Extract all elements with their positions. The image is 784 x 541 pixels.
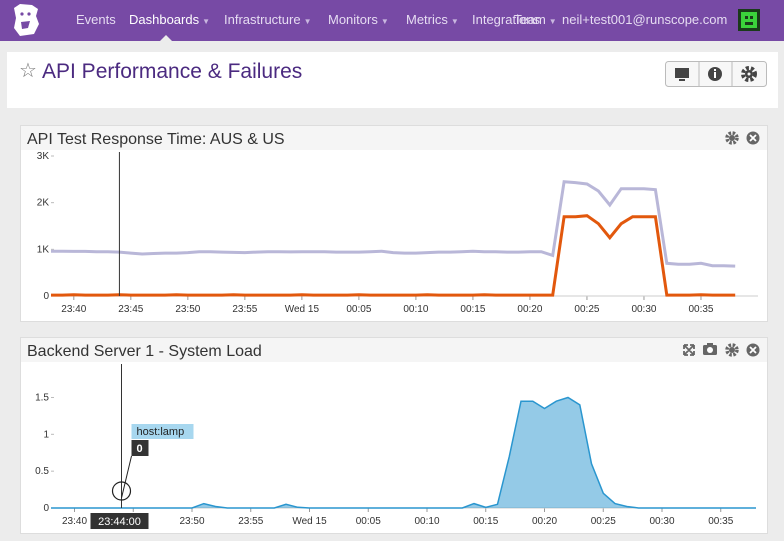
- tooltip: host:lamp 0 23:44:00: [90, 424, 194, 529]
- active-pointer: [159, 35, 173, 42]
- header-buttons: [665, 61, 767, 87]
- settings-button[interactable]: [741, 66, 757, 82]
- logo[interactable]: [6, 0, 46, 41]
- snapshot-icon[interactable]: [703, 343, 717, 355]
- hover-marker: [111, 481, 132, 501]
- tooltip-value-box: [131, 440, 149, 456]
- x-tick-label: Wed 15: [292, 516, 327, 527]
- timeseries-widget: API Test Response Time: AUS & US 0 1K 2K 3K…: [21, 126, 767, 315]
- dashboard-header: ☆ API Performance & Failures: [7, 52, 778, 108]
- y-tick-label: 1: [43, 429, 49, 440]
- close-icon[interactable]: [746, 343, 760, 357]
- tooltip-value: 0: [137, 443, 143, 455]
- x-tick-label: 00:25: [574, 304, 599, 315]
- y-tick-label: 3K: [37, 151, 50, 162]
- tooltip-series-box: [131, 424, 194, 439]
- widget: API Test Response Time: AUS & US 0 1K 2K 3K…: [20, 125, 768, 322]
- series-line: [51, 180, 736, 268]
- area: [51, 397, 756, 508]
- x-tick-label: 00:15: [460, 304, 485, 315]
- avatar[interactable]: [738, 9, 760, 31]
- nav-item[interactable]: Integrations: [472, 12, 540, 27]
- settings-icon[interactable]: [725, 131, 739, 145]
- y-tick-label: 0: [43, 291, 49, 302]
- x-tick-label: 00:20: [517, 304, 542, 315]
- y-tick-label: 0.5: [35, 466, 49, 477]
- x-tick-label: 00:20: [532, 516, 557, 527]
- nav-label[interactable]: Infrastructure: [224, 12, 301, 27]
- widget-title: Backend Server 1 - System Load: [27, 343, 262, 360]
- nav-item[interactable]: Events: [76, 12, 116, 27]
- nav-item[interactable]: Metrics ▼: [406, 12, 459, 27]
- x-tick-label: 00:35: [688, 304, 713, 315]
- x-tick-label: 00:25: [591, 516, 616, 527]
- x-tick-label: 23:40: [61, 304, 86, 315]
- y-tick-label: 0: [43, 503, 49, 514]
- x-tick-label: 23:55: [232, 304, 257, 315]
- nav-item[interactable]: Dashboards ▼: [129, 12, 211, 27]
- x-tick-label: 00:30: [649, 516, 674, 527]
- x-tick-label: 00:05: [356, 516, 381, 527]
- x-tick-label: Wed 15: [285, 304, 320, 315]
- tv-button[interactable]: [675, 68, 689, 81]
- favorite-star[interactable]: ☆: [19, 60, 37, 82]
- x-tick-label: 00:05: [346, 304, 371, 315]
- x-tick-label: 00:35: [708, 516, 733, 527]
- nav-item[interactable]: Team ▼: [514, 12, 557, 27]
- tooltip-pointer: [121, 455, 132, 499]
- settings-icon[interactable]: [725, 343, 739, 357]
- expand-icon[interactable]: [683, 344, 695, 356]
- widget: Backend Server 1 - System Load 0 0.5 1 1.5 2…: [20, 337, 768, 534]
- nav-item[interactable]: Infrastructure ▼: [224, 12, 312, 27]
- x-tick-label: 23:50: [175, 304, 200, 315]
- timeseries-widget: Backend Server 1 - System Load 0 0.5 1 1.5 2…: [21, 338, 767, 529]
- x-tick-label: 00:30: [631, 304, 656, 315]
- x-tick-label: 23:50: [179, 516, 204, 527]
- nav-bar: Events Dashboards ▼ Infrastructure ▼ Monit…: [0, 0, 784, 42]
- y-tick-label: 2K: [37, 198, 50, 209]
- nav-label[interactable]: Monitors: [328, 12, 378, 27]
- close-icon[interactable]: [746, 131, 760, 145]
- nav-label[interactable]: Metrics: [406, 12, 448, 27]
- user-email[interactable]: neil+test001@runscope.com: [562, 12, 728, 27]
- x-tick-label: 23:55: [238, 516, 263, 527]
- y-tick-label: 1.5: [35, 392, 49, 403]
- widget-title: API Test Response Time: AUS & US: [27, 131, 285, 148]
- nav-item[interactable]: Monitors ▼: [328, 12, 389, 27]
- x-tick-label: 23:40: [62, 516, 87, 527]
- series-line: [51, 396, 756, 509]
- nav-label[interactable]: Team: [514, 12, 546, 27]
- x-tick-label: 00:15: [473, 516, 498, 527]
- crosshair-time: 23:44:00: [98, 516, 141, 528]
- y-tick-label: 1K: [37, 244, 50, 255]
- crosshair-time-box: [90, 513, 149, 529]
- dashboard-title: API Performance & Failures: [42, 60, 303, 83]
- x-tick-label: 00:10: [403, 304, 428, 315]
- tooltip-series: host:lamp: [137, 426, 185, 438]
- x-tick-label: 00:10: [414, 516, 439, 527]
- x-tick-label: 23:45: [118, 304, 143, 315]
- info-button[interactable]: [708, 67, 722, 81]
- nav-label[interactable]: Dashboards: [129, 12, 200, 27]
- series-line: [51, 214, 736, 297]
